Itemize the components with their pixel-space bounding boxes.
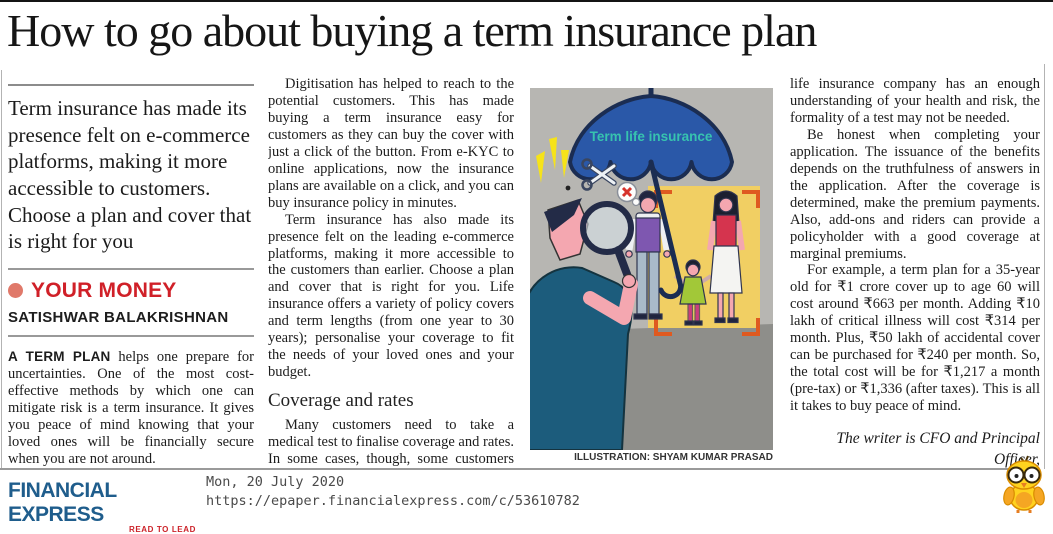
footer-divider-rule [0,468,1022,470]
publisher-logo: FINANCIAL EXPRESS READ TO LEAD [8,479,196,534]
left-border-rule [1,70,2,469]
right-border-rule [1044,64,1045,469]
illustration-credit: ILLUSTRATION: SHYAM KUMAR PRASAD [574,452,773,463]
rejection-thought-bubble-icon [616,181,641,207]
middle-column: Digitisation has helped to reach to the … [268,76,514,468]
body-paragraph: Digitisation has helped to reach to the … [268,76,514,211]
clipping-top-border [0,0,1053,2]
umbrella-illustration: Term life insurance [530,88,773,450]
owl-mascot-icon [1003,455,1045,513]
umbrella-label: Term life insurance [590,129,713,144]
right-column: life insurance company has an enough und… [790,76,1040,468]
left-column: Term insurance has made its presence fel… [8,84,254,470]
kicker-bullet-icon [8,283,23,299]
body-paragraph: Be honest when completing your applicati… [790,126,1040,262]
paragraph-lead-in: A TERM PLAN [8,348,111,364]
body-paragraph: Many customers need to take a medical te… [268,417,514,468]
body-paragraph: Term insurance has also made its presenc… [268,211,514,381]
subhead-coverage-and-rates: Coverage and rates [268,390,414,412]
publisher-name: FINANCIAL EXPRESS [8,479,117,526]
clipping-url[interactable]: https://epaper.financialexpress.com/c/53… [206,492,580,509]
spark-marks-icon [536,137,571,191]
body-paragraph: helps one prepare for uncertainties. One… [8,348,254,467]
family-figures [625,190,745,326]
observer-man-figure [530,198,638,450]
magnifying-glass-icon [580,201,637,289]
left-body-text: A TERM PLAN helps one prepare for uncert… [8,349,254,468]
kicker-label: YOUR MONEY [31,278,177,302]
byline: SATISHWAR BALAKRISHNAN [8,309,254,337]
section-kicker: YOUR MONEY [8,267,254,303]
clipping-date: Mon, 20 July 2020 [206,474,345,490]
standfirst: Term insurance has made its presence fel… [8,84,254,255]
scissors-icon [581,158,617,191]
clipping-meta: Mon, 20 July 2020 https://epaper.financi… [206,473,580,511]
body-paragraph: For example, a term plan for a 35-year o… [790,262,1040,415]
article-headline: How to go about buying a term insurance … [7,5,817,56]
body-paragraph: life insurance company has an enough und… [790,76,1040,126]
umbrella-icon: Term life insurance [568,88,734,300]
